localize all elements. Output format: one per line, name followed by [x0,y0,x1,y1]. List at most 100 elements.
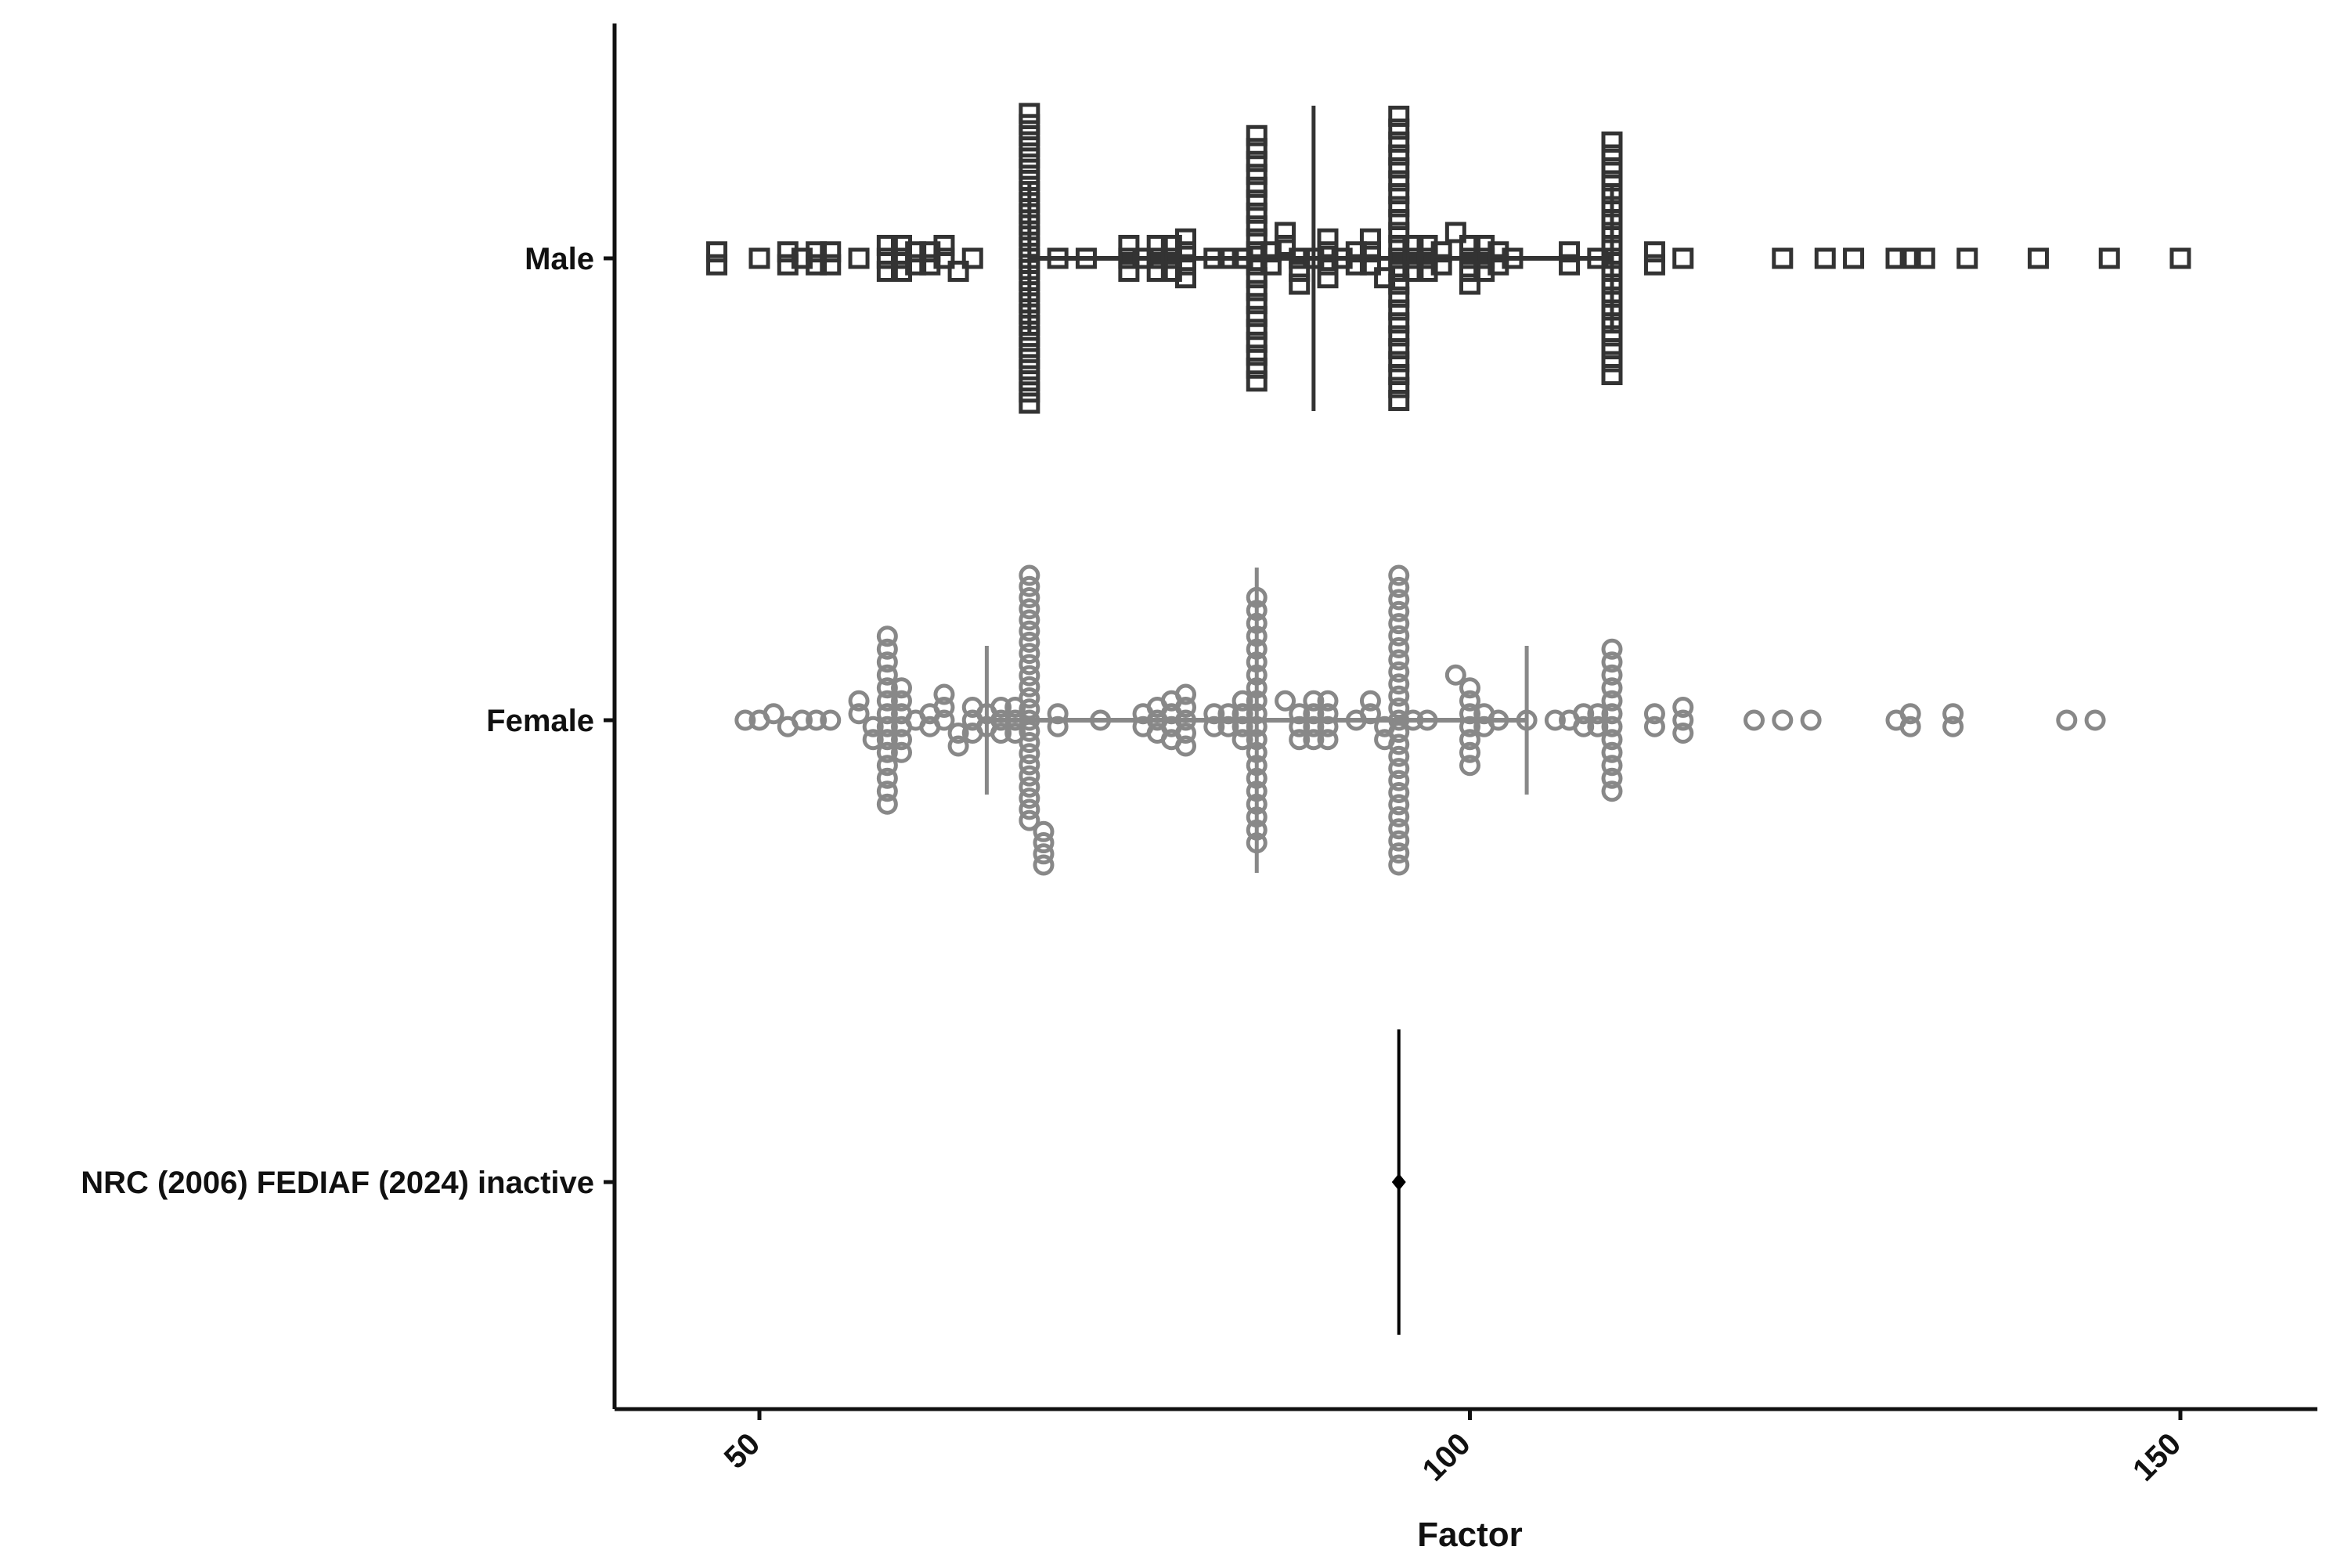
data-point [919,254,941,276]
data-point [1019,326,1040,348]
data-point [1587,247,1609,269]
data-point [1388,106,1410,127]
data-point [1573,716,1595,737]
data-point [1601,235,1623,256]
data-point [1246,780,1268,802]
data-point [1601,273,1623,295]
data-point [1388,144,1410,166]
data-point [1800,709,1822,731]
data-point [1246,293,1268,315]
data-point [1388,685,1410,707]
data-point [1246,241,1268,263]
data-point [1942,716,1964,737]
data-point [1246,357,1268,379]
data-point [1019,643,1040,665]
data-point [1459,703,1480,725]
data-point [1459,755,1480,777]
data-point [1246,344,1268,366]
data-point [1587,716,1609,737]
data-point [1246,164,1268,186]
data-point [1601,209,1623,230]
x-ticks: 50 100 150 [718,1409,2187,1488]
data-point [1019,247,1040,269]
data-point [1260,241,1282,263]
data-point [1402,235,1424,256]
data-point [1033,843,1055,865]
data-point [1388,247,1410,269]
data-point [933,235,955,256]
data-point [1459,690,1480,712]
data-point [734,709,756,731]
data-point [1175,723,1196,744]
data-point [1175,683,1196,705]
data-point [1899,247,1921,269]
data-point [1303,690,1325,712]
data-point [1388,600,1410,622]
data-point [1317,228,1339,250]
data-point [862,716,884,737]
data-point [1246,150,1268,172]
data-point [1246,767,1268,789]
data-point [1246,741,1268,763]
series-nrc-2006-fediaf-2024-inactive [1391,1029,1406,1335]
data-point [1772,247,1794,269]
data-point [1232,716,1253,737]
data-point [1317,716,1339,737]
data-point [1587,703,1609,725]
data-point [1019,731,1040,753]
data-point [891,247,912,269]
data-point [1019,665,1040,687]
data-point [1246,664,1268,686]
data-point [1019,809,1040,831]
data-point [1019,765,1040,787]
data-point [1956,247,1978,269]
data-point [891,690,912,712]
data-point [1388,273,1410,295]
data-point [1459,235,1480,256]
data-point [1388,235,1410,256]
data-point [1601,638,1623,660]
data-point [1601,780,1623,802]
data-point [1601,132,1623,153]
data-point [1019,203,1040,225]
data-point [1019,348,1040,369]
data-point [1388,118,1410,140]
data-point [1388,637,1410,658]
data-point [1246,716,1268,737]
data-point [1118,247,1140,269]
data-point [1047,716,1069,737]
data-point [1601,247,1623,269]
x-tick-label: 50 [718,1426,767,1476]
data-point [876,638,898,660]
data-point [1289,273,1311,295]
data-point [933,247,955,269]
data-point [1459,716,1480,737]
data-point [1160,261,1182,282]
data-point [1246,331,1268,353]
data-point [1559,254,1581,276]
data-point [791,709,813,731]
data-point [1289,716,1311,737]
data-point [891,741,912,763]
data-point [1331,247,1353,269]
data-point [990,697,1012,718]
data-point [1317,254,1339,276]
data-point [806,241,828,263]
data-point [1942,703,1964,725]
data-point [1019,754,1040,776]
data-point [820,241,842,263]
data-point [905,241,927,263]
data-point [1388,782,1410,803]
data-point [1246,228,1268,250]
data-point [1019,114,1040,135]
data-point [1601,767,1623,789]
data-point [1004,709,1026,731]
data-point [1033,854,1055,876]
data-point [876,793,898,815]
data-point [1246,124,1268,146]
data-point [876,247,898,269]
data-point [1246,677,1268,699]
data-point [1246,729,1268,751]
data-point [1019,303,1040,325]
data-point [1275,222,1296,243]
